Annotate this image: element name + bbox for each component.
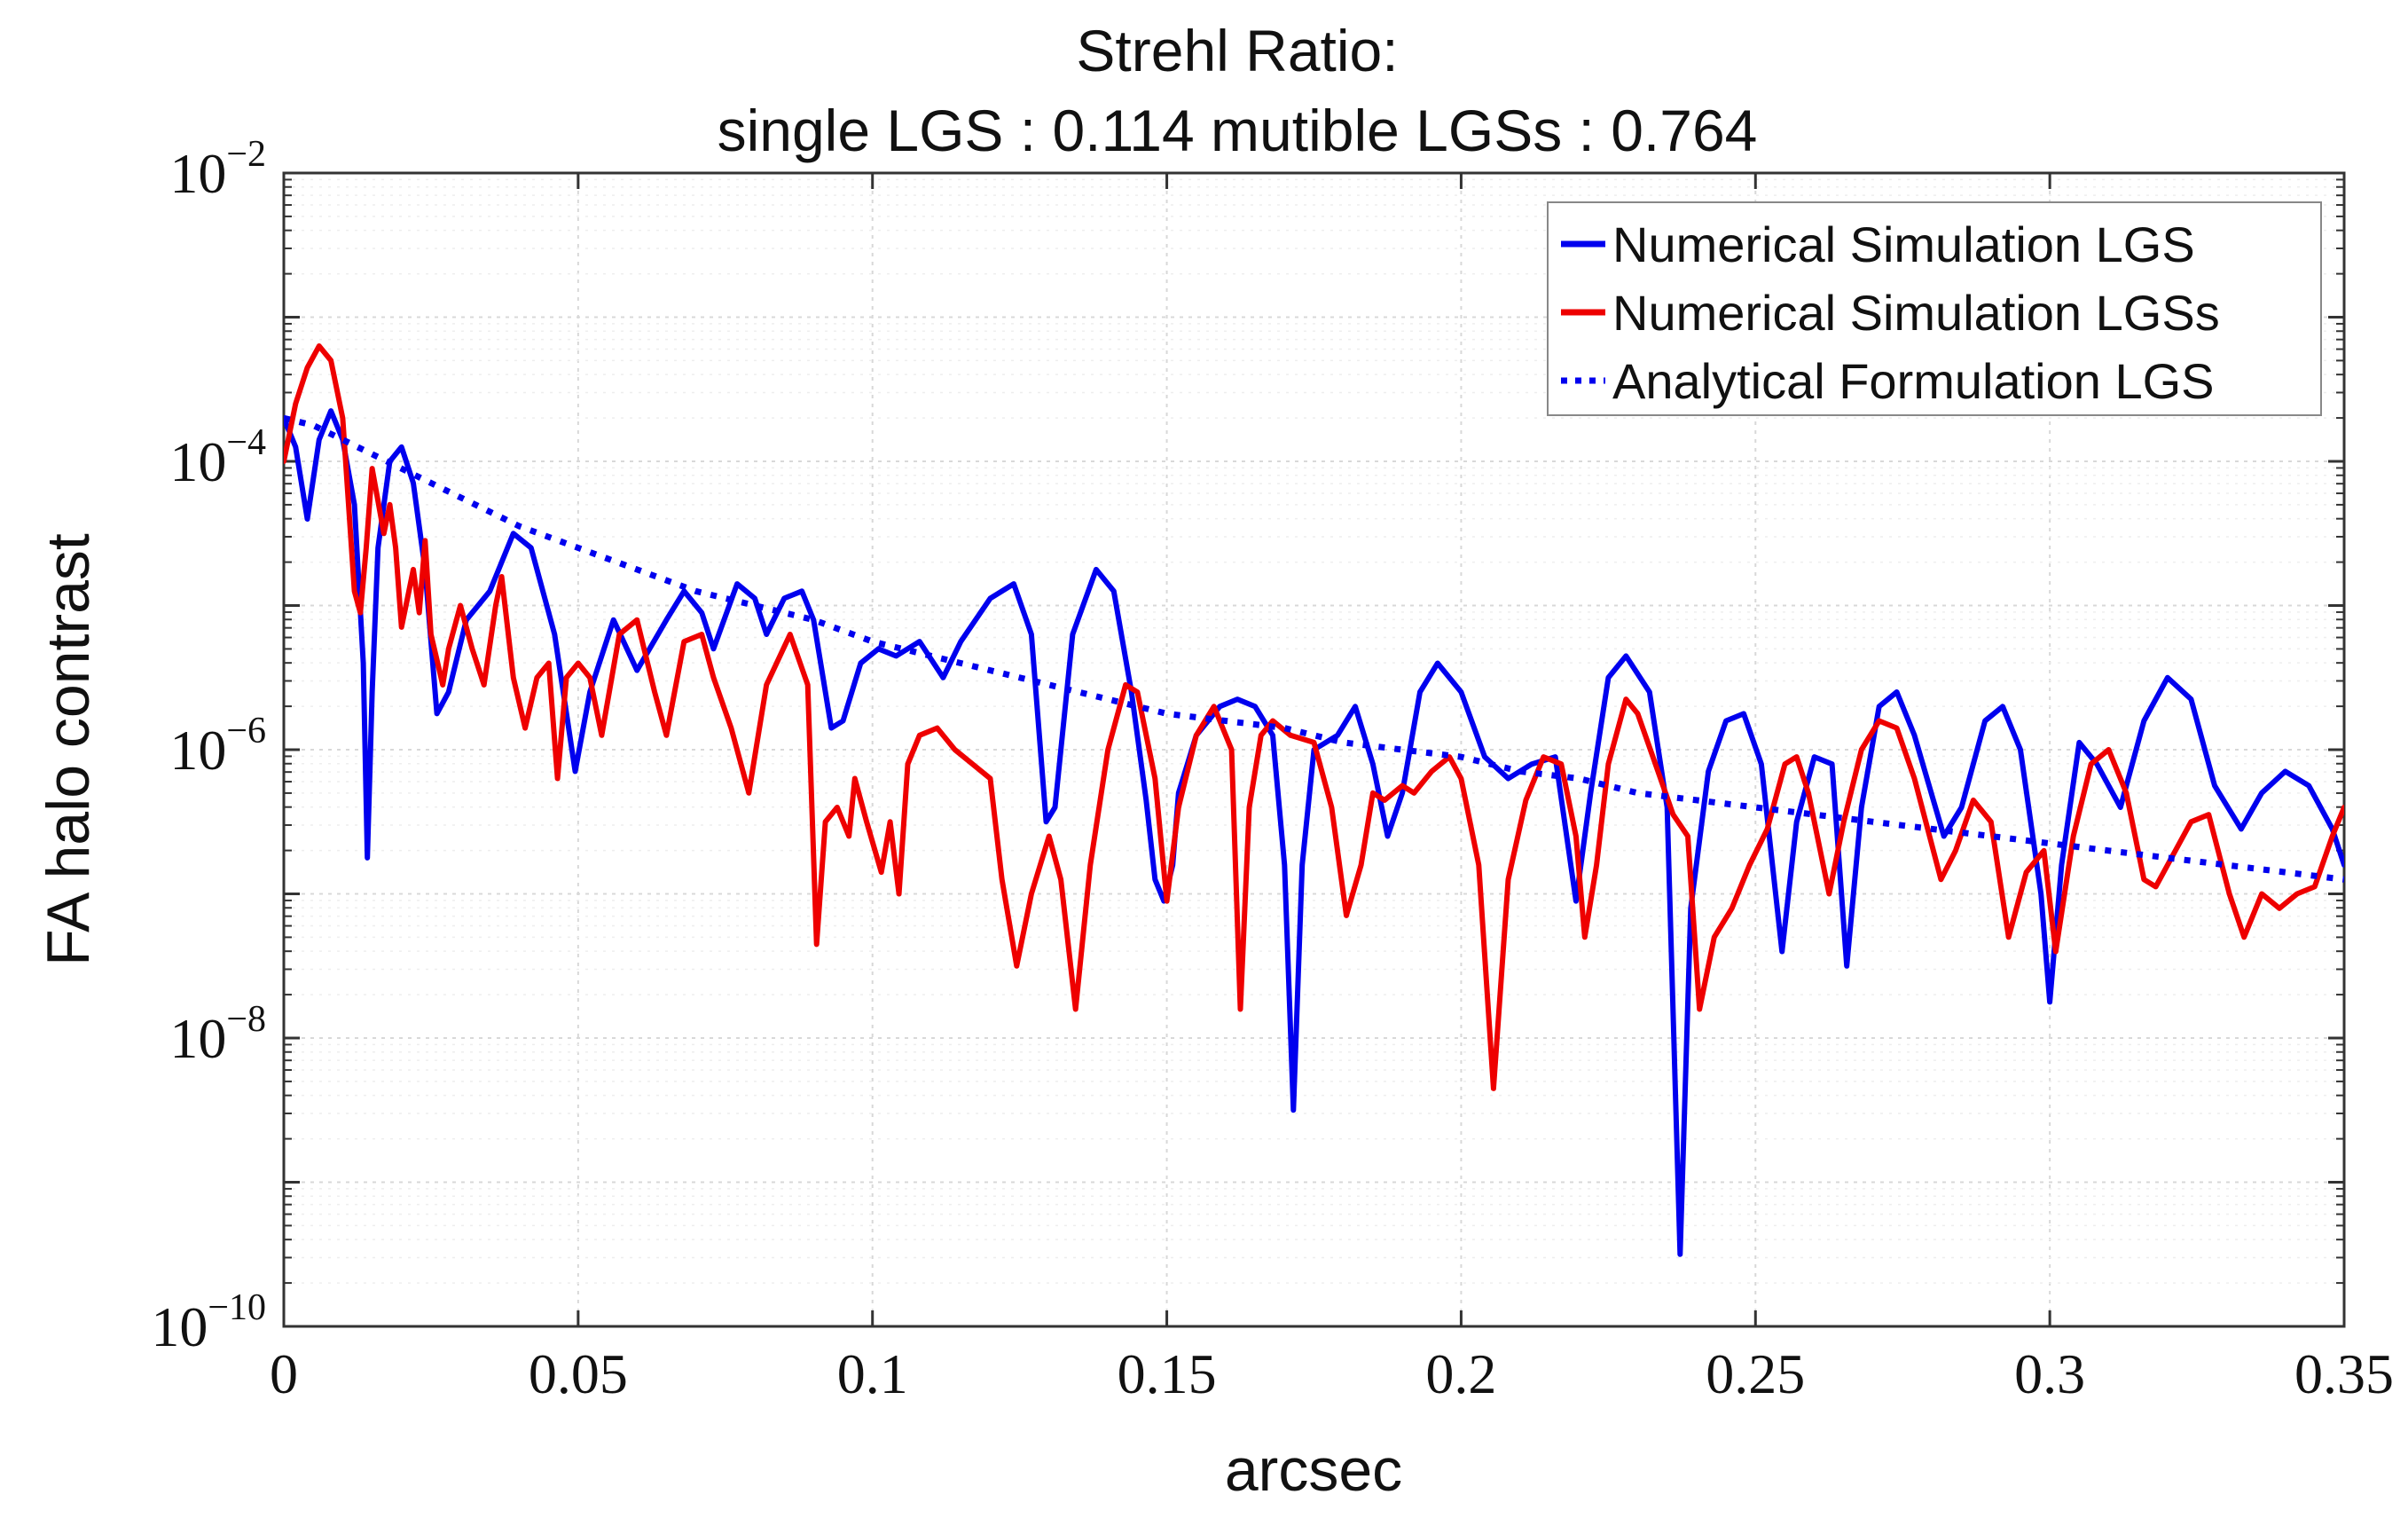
y-tick-label: 10−4 — [169, 422, 266, 493]
y-tick-label-exponent: −6 — [226, 711, 266, 751]
legend-box — [1547, 201, 2322, 416]
chart-title-line1: Strehl Ratio: — [1076, 18, 1398, 83]
y-tick-label: 10−10 — [151, 1287, 266, 1358]
y-tick-label-base: 10 — [169, 430, 226, 493]
chart-title-line2: single LGS : 0.114 mutible LGSs : 0.764 — [718, 98, 1758, 163]
series-line-1 — [284, 408, 2344, 1257]
series-line-3 — [284, 414, 2344, 883]
y-tick-label-exponent: −2 — [226, 134, 266, 175]
x-tick-label: 0.15 — [1118, 1342, 1217, 1405]
y-axis-label: FA halo contrast — [35, 533, 102, 966]
x-tick-label: 0.1 — [837, 1342, 908, 1405]
x-tick-label: 0.05 — [529, 1342, 628, 1405]
legend-label-3: Analytical Formulation LGS — [1612, 353, 2215, 409]
y-tick-label-base: 10 — [151, 1295, 208, 1358]
y-tick-label-base: 10 — [169, 142, 226, 205]
y-tick-label-base: 10 — [169, 1007, 226, 1070]
x-tick-label: 0 — [270, 1342, 298, 1405]
axis-ticks — [282, 171, 2346, 1328]
y-tick-labels: 10−210−410−610−810−10 — [151, 134, 266, 1358]
y-tick-label-base: 10 — [169, 719, 226, 782]
x-tick-label: 0.2 — [1425, 1342, 1496, 1405]
x-tick-label: 0.3 — [2014, 1342, 2085, 1405]
legend: Numerical Simulation LGS Numerical Simula… — [1547, 201, 2322, 416]
y-tick-label-exponent: −8 — [226, 999, 266, 1040]
y-tick-label: 10−6 — [169, 711, 266, 782]
x-axis-label: arcsec — [1225, 1436, 1402, 1504]
x-tick-label: 0.25 — [1706, 1342, 1805, 1405]
y-tick-label: 10−2 — [169, 134, 266, 205]
legend-label-1: Numerical Simulation LGS — [1612, 216, 2195, 272]
y-tick-label: 10−8 — [169, 999, 266, 1070]
series-line-2 — [284, 343, 2344, 1091]
grid-lines — [284, 173, 2344, 1326]
x-tick-label: 0.35 — [2294, 1342, 2394, 1405]
y-tick-label-exponent: −4 — [226, 422, 266, 463]
legend-label-2: Numerical Simulation LGSs — [1612, 285, 2220, 341]
y-tick-label-exponent: −10 — [208, 1287, 266, 1328]
x-tick-labels: 0 0.05 0.1 0.15 0.2 0.25 0.3 0.35 — [270, 1342, 2394, 1405]
series-group — [284, 343, 2344, 1257]
